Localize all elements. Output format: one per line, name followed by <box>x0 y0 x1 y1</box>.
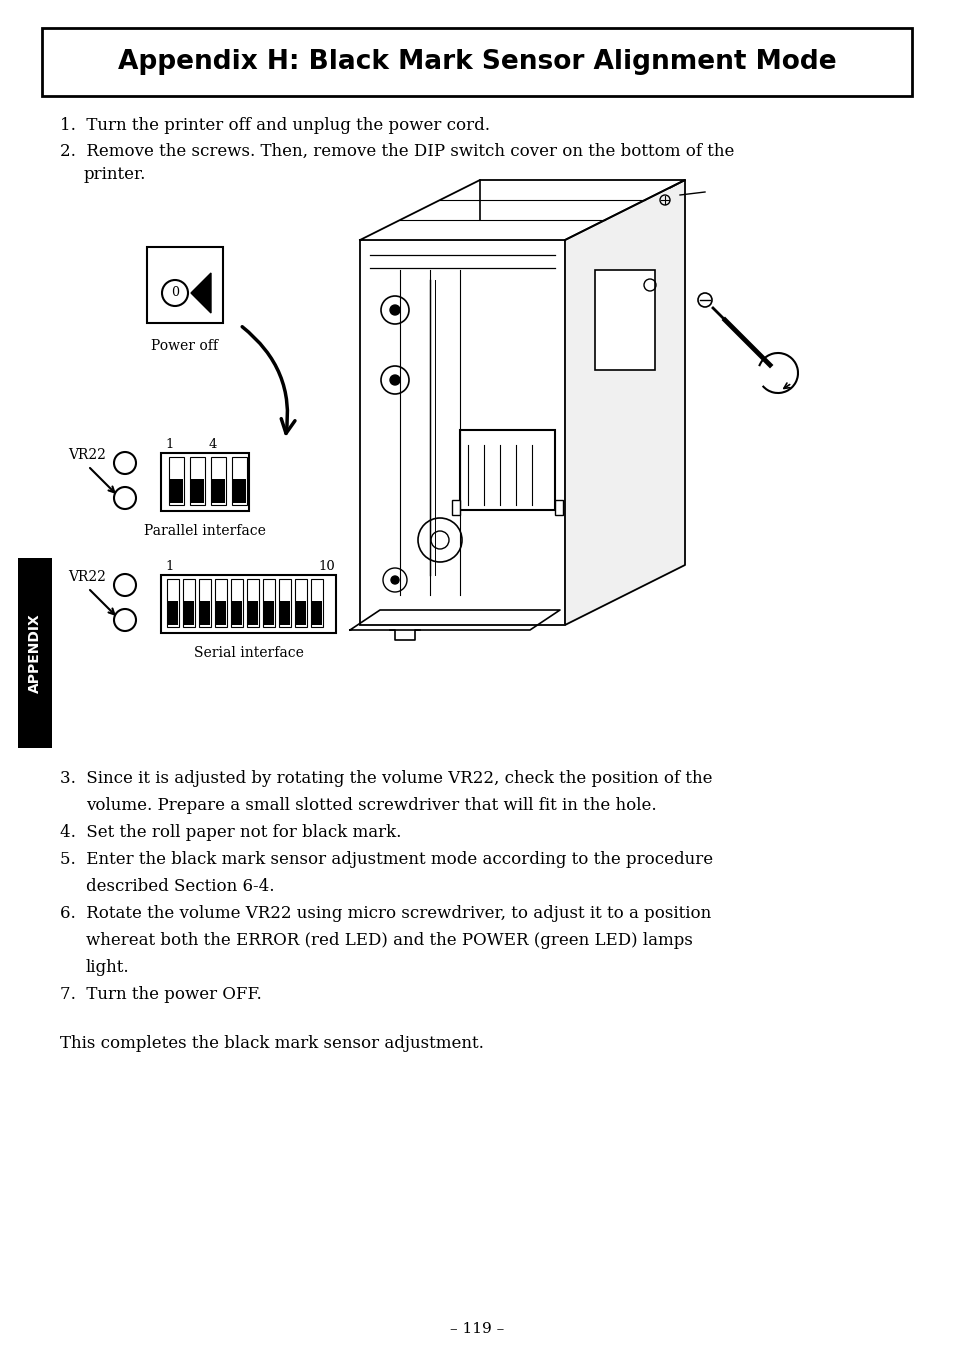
Text: – 119 –: – 119 – <box>450 1322 503 1336</box>
Text: VR22: VR22 <box>68 449 106 462</box>
Text: Parallel interface: Parallel interface <box>144 524 266 538</box>
Polygon shape <box>564 180 684 625</box>
Text: 3.  Since it is adjusted by rotating the volume VR22, check the position of the: 3. Since it is adjusted by rotating the … <box>60 770 712 787</box>
Text: light.: light. <box>86 959 130 976</box>
Bar <box>264 602 274 625</box>
Bar <box>170 480 183 503</box>
Bar <box>452 500 459 515</box>
Bar <box>280 602 290 625</box>
Bar <box>232 457 247 505</box>
Text: Serial interface: Serial interface <box>193 646 303 660</box>
Bar <box>211 457 226 505</box>
Bar <box>199 579 211 627</box>
Bar <box>312 602 322 625</box>
Polygon shape <box>359 180 684 240</box>
Bar <box>190 457 205 505</box>
Bar <box>232 602 242 625</box>
Bar <box>247 579 258 627</box>
Text: 1.  Turn the printer off and unplug the power cord.: 1. Turn the printer off and unplug the p… <box>60 117 490 134</box>
Bar <box>147 247 223 322</box>
Text: whereat both the ERROR (red LED) and the POWER (green LED) lamps: whereat both the ERROR (red LED) and the… <box>86 932 692 948</box>
Bar <box>233 480 246 503</box>
Bar <box>184 602 193 625</box>
Text: 10: 10 <box>317 560 335 573</box>
Bar <box>263 579 274 627</box>
Text: described Section 6-4.: described Section 6-4. <box>86 878 274 896</box>
Text: Power off: Power off <box>152 339 218 354</box>
Bar <box>161 575 335 633</box>
Bar <box>215 602 226 625</box>
Circle shape <box>390 305 399 314</box>
Text: 1: 1 <box>165 438 173 451</box>
Bar <box>278 579 291 627</box>
Text: Appendix H: Black Mark Sensor Alignment Mode: Appendix H: Black Mark Sensor Alignment … <box>117 49 836 75</box>
Bar <box>200 602 210 625</box>
Text: 1: 1 <box>165 560 173 573</box>
Bar <box>294 579 307 627</box>
Text: volume. Prepare a small slotted screwdriver that will fit in the hole.: volume. Prepare a small slotted screwdri… <box>86 797 656 814</box>
Circle shape <box>391 576 398 584</box>
Text: 4.  Set the roll paper not for black mark.: 4. Set the roll paper not for black mark… <box>60 824 401 841</box>
Bar <box>311 579 323 627</box>
Text: 2.  Remove the screws. Then, remove the DIP switch cover on the bottom of the: 2. Remove the screws. Then, remove the D… <box>60 144 734 160</box>
Text: 4: 4 <box>209 438 217 451</box>
Text: APPENDIX: APPENDIX <box>28 612 42 692</box>
Bar <box>167 579 179 627</box>
Polygon shape <box>191 272 211 313</box>
Bar <box>214 579 227 627</box>
Text: 5.  Enter the black mark sensor adjustment mode according to the procedure: 5. Enter the black mark sensor adjustmen… <box>60 851 713 869</box>
Text: 0: 0 <box>171 286 179 299</box>
Bar <box>168 602 178 625</box>
Polygon shape <box>350 610 559 630</box>
Circle shape <box>390 375 399 385</box>
Text: This completes the black mark sensor adjustment.: This completes the black mark sensor adj… <box>60 1035 483 1051</box>
Bar <box>161 453 249 511</box>
Bar <box>459 430 555 509</box>
Text: VR22: VR22 <box>68 570 106 584</box>
Bar <box>248 602 257 625</box>
Bar <box>555 500 562 515</box>
Text: printer.: printer. <box>84 167 146 183</box>
Bar <box>183 579 194 627</box>
Bar <box>191 480 204 503</box>
Bar <box>212 480 225 503</box>
Bar <box>169 457 184 505</box>
Text: 7.  Turn the power OFF.: 7. Turn the power OFF. <box>60 986 261 1003</box>
Text: 6.  Rotate the volume VR22 using micro screwdriver, to adjust it to a position: 6. Rotate the volume VR22 using micro sc… <box>60 905 711 921</box>
Bar <box>595 270 655 370</box>
Bar <box>42 28 911 96</box>
Bar <box>231 579 243 627</box>
Bar <box>295 602 306 625</box>
Bar <box>359 240 564 625</box>
Bar <box>18 558 52 748</box>
